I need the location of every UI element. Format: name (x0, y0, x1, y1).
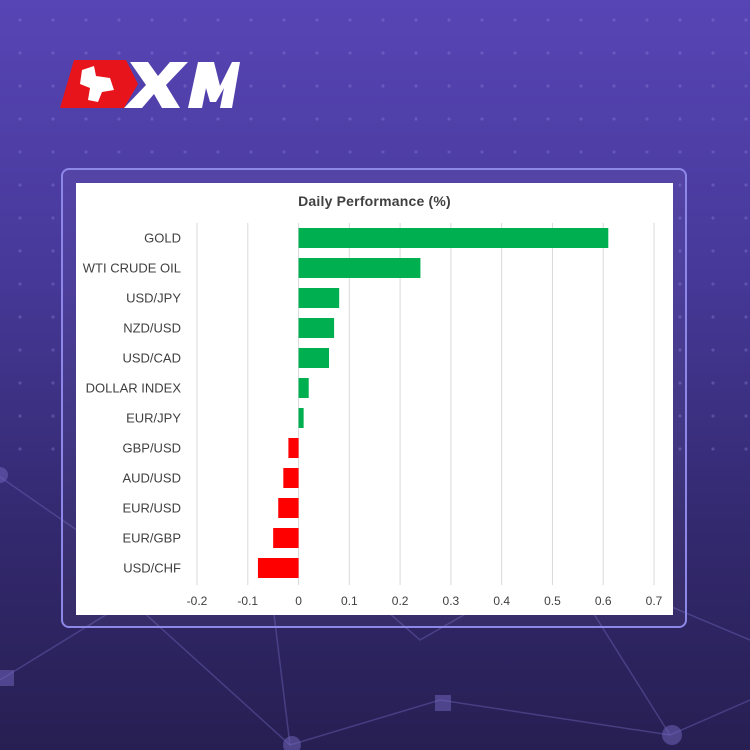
x-tick-label: -0.2 (187, 594, 208, 608)
bar-usd-jpy (298, 288, 340, 308)
x-tick-label: -0.1 (237, 594, 258, 608)
x-tick-label: 0.1 (341, 594, 358, 608)
x-tick-label: 0.6 (595, 594, 612, 608)
bar-gbp-usd (288, 438, 299, 458)
category-label: EUR/USD (122, 501, 181, 516)
category-label: AUD/USD (122, 471, 181, 486)
x-tick-label: 0.4 (493, 594, 510, 608)
bar-wti-crude-oil (298, 258, 421, 278)
logo-x-letter (124, 62, 188, 108)
bar-usd-chf (257, 558, 299, 578)
gridlines (196, 223, 655, 585)
category-label: DOLLAR INDEX (86, 381, 182, 396)
logo-bull-cutout (80, 66, 114, 102)
category-label: USD/CHF (123, 561, 181, 576)
bar-chart: GOLD WTI CRUDE OIL USD/JPY NZD/USD USD/CAD DO… (83, 223, 663, 608)
x-tick-label: 0.5 (544, 594, 561, 608)
bar-nzd-usd (298, 318, 335, 338)
bar-eur-jpy (298, 408, 304, 428)
chart-panel: Daily Performance (%) GOLD WTI CRUDE OIL U… (76, 183, 673, 615)
chart-title: Daily Performance (%) (298, 193, 451, 209)
category-label: USD/CAD (122, 351, 181, 366)
bar-dollar-index (298, 378, 309, 398)
category-label: WTI CRUDE OIL (83, 261, 181, 276)
bar-aud-usd (283, 468, 299, 488)
x-tick-labels: -0.2 -0.1 0 0.1 0.2 0.3 0.4 0.5 0.6 0.7 (187, 594, 663, 608)
bar-eur-gbp (273, 528, 299, 548)
xm-logo (60, 60, 240, 108)
category-label: GOLD (144, 231, 181, 246)
bar-eur-usd (278, 498, 299, 518)
category-label: GBP/USD (122, 441, 181, 456)
network-nodes (0, 467, 682, 750)
x-tick-label: 0.7 (646, 594, 663, 608)
bar-usd-cad (298, 348, 330, 368)
category-labels: GOLD WTI CRUDE OIL USD/JPY NZD/USD USD/CAD DO… (83, 231, 182, 576)
bars (257, 228, 609, 578)
x-tick-label: 0 (295, 594, 302, 608)
logo-m-letter (188, 62, 240, 108)
category-label: USD/JPY (126, 291, 181, 306)
category-label: NZD/USD (123, 321, 181, 336)
category-label: EUR/GBP (122, 531, 181, 546)
category-label: EUR/JPY (126, 411, 181, 426)
x-tick-label: 0.2 (392, 594, 409, 608)
bar-gold (298, 228, 609, 248)
x-tick-label: 0.3 (443, 594, 460, 608)
